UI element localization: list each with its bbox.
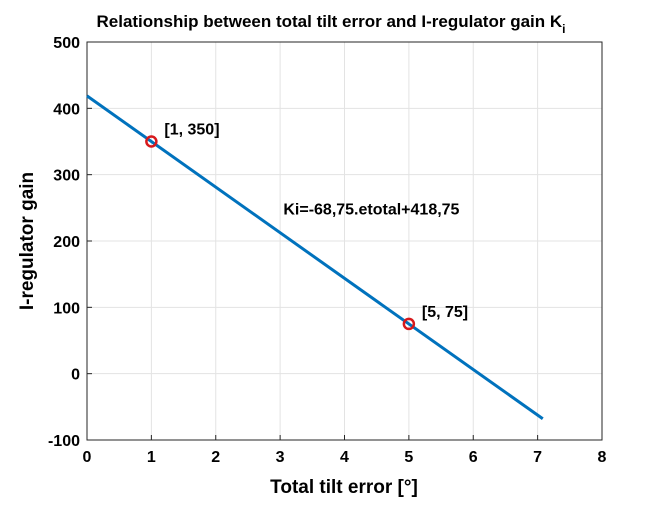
x-tick-label: 7 [533,449,542,466]
x-tick-label: 4 [340,449,349,466]
data-point-label: [5, 75] [422,304,468,321]
y-tick-label: 0 [71,367,80,384]
x-tick-label: 1 [147,449,156,466]
chart-title: Relationship between total tilt error an… [96,12,565,36]
y-tick-label: -100 [48,433,80,450]
x-tick-label: 2 [211,449,220,466]
y-tick-label: 500 [53,35,80,52]
equation-annotation: Ki=-68,75.etotal+418,75 [283,201,459,218]
x-tick-label: 5 [404,449,413,466]
x-axis-ticks: 0 1 2 3 4 5 6 7 8 [83,435,607,466]
y-axis-title: I-regulator gain [17,172,38,310]
grid [86,41,603,441]
data-point-marker [402,317,416,331]
x-tick-label: 6 [469,449,478,466]
x-axis-title: Total tilt error [°] [270,477,418,498]
series-layer [86,94,544,420]
y-tick-label: 400 [53,101,80,118]
y-tick-label: 300 [53,168,80,185]
data-point-marker [145,135,158,148]
x-tick-label: 8 [598,449,607,466]
chart-title-main: Relationship between total tilt error an… [96,12,562,31]
data-point-label: [1, 350] [164,122,219,139]
marker-layer: [1, 350] [5, 75] [145,122,468,331]
x-tick-label: 3 [276,449,285,466]
y-tick-label: 200 [53,234,80,251]
x-tick-label: 0 [83,449,92,466]
y-tick-label: 100 [53,300,80,317]
chart-title-subscript: i [562,22,565,36]
annotation-layer: Ki=-68,75.etotal+418,75 [283,201,459,218]
series-line [86,94,544,420]
y-axis-ticks: -100 0 100 200 300 400 500 [48,35,92,450]
